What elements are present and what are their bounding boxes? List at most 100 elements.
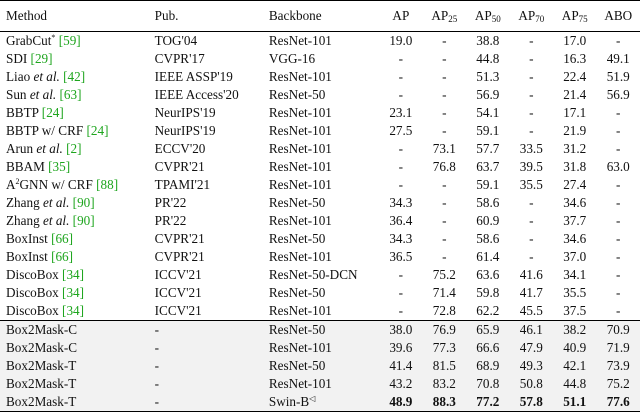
metric-cell: 35.5 xyxy=(519,177,543,192)
backbone-cell: Swin-B◁ xyxy=(265,393,380,412)
metric-cell: 34.6 xyxy=(563,231,587,246)
method-cell: BBAM [35] xyxy=(0,158,152,176)
metric-cell: 58.6 xyxy=(476,195,500,210)
metric-cell: 39.6 xyxy=(379,339,423,357)
method-name: DiscoBox xyxy=(6,303,59,318)
citation: [63] xyxy=(59,87,82,102)
metric-cell: - xyxy=(616,105,621,120)
metric-cell: - xyxy=(529,33,534,48)
backbone-cell: ResNet-101 xyxy=(268,249,332,264)
metric-cell: 62.2 xyxy=(476,303,500,318)
method-cell: Arun et al. [2] xyxy=(0,140,152,158)
citation: [66] xyxy=(51,231,74,246)
method-et-al: et al. xyxy=(43,213,70,228)
metric-cell: 57.8 xyxy=(509,393,553,412)
metric-cell: 75.2 xyxy=(432,267,456,282)
metric-cell: - xyxy=(398,87,404,102)
method-cell: BoxInst [66] xyxy=(0,248,152,266)
backbone-cell: ResNet-101 xyxy=(268,69,332,84)
metric-cell: 36.4 xyxy=(389,213,413,228)
citation: [66] xyxy=(51,249,74,264)
metric-cell: - xyxy=(398,267,404,282)
backbone-cell: ResNet-101 xyxy=(268,123,332,138)
metric-cell: - xyxy=(442,105,447,120)
metric-cell: 31.2 xyxy=(563,141,587,156)
method-cell: DiscoBox [34] xyxy=(0,284,152,302)
method-name: BoxInst xyxy=(6,249,48,264)
backbone-name: ResNet-50 xyxy=(268,322,326,337)
pub-cell: CVPR'21 xyxy=(154,249,205,264)
pub-cell: - xyxy=(151,320,266,339)
backbone-cell: ResNet-101 xyxy=(268,105,332,120)
method-cell: Box2Mask-C xyxy=(0,320,152,339)
backbone-cell: ResNet-50 xyxy=(268,195,326,210)
metric-cell: 51.9 xyxy=(606,69,630,84)
metric-cell: 73.9 xyxy=(596,357,640,375)
header-ap: AP xyxy=(392,8,410,23)
metric-cell: 75.2 xyxy=(596,375,640,393)
metric-cell: 54.1 xyxy=(476,105,500,120)
metric-cell: 56.9 xyxy=(476,87,500,102)
table-row-ours: Box2Mask-T - ResNet-50 41.4 81.5 68.9 49.3 42.1… xyxy=(0,357,640,375)
pub-cell: PR'22 xyxy=(154,213,187,228)
method-cell: Zhang et al. [90] xyxy=(0,194,152,212)
metric-cell: 63.7 xyxy=(476,159,500,174)
metric-cell: 63.0 xyxy=(606,159,630,174)
citation: [29] xyxy=(30,51,53,66)
metric-cell: 70.8 xyxy=(466,375,510,393)
metric-cell: 35.5 xyxy=(563,285,587,300)
citation: [59] xyxy=(58,33,81,48)
pub-cell: - xyxy=(151,357,266,375)
backbone-cell: ResNet-50 xyxy=(265,357,380,375)
table-row: BBTP w/ CRF [24] NeurIPS'19 ResNet-101 27.5… xyxy=(0,122,640,140)
metric-cell: - xyxy=(616,213,621,228)
pub-cell: ECCV'20 xyxy=(154,141,206,156)
citation: [34] xyxy=(62,285,85,300)
backbone-name: ResNet-101 xyxy=(268,340,332,355)
metric-cell: 34.3 xyxy=(389,195,413,210)
metric-cell: 37.5 xyxy=(563,303,587,318)
metric-cell: 44.8 xyxy=(476,51,500,66)
metric-cell: 59.1 xyxy=(476,177,500,192)
metric-cell: - xyxy=(529,123,534,138)
metric-cell: 16.3 xyxy=(563,51,587,66)
metric-cell: 43.2 xyxy=(379,375,423,393)
metric-cell: 81.5 xyxy=(422,357,467,375)
metric-cell: 34.3 xyxy=(389,231,413,246)
metric-cell: - xyxy=(529,213,534,228)
metric-cell: - xyxy=(442,231,447,246)
method-superscript: 2 xyxy=(15,177,20,186)
table-row: SDI [29] CVPR'17 VGG-16- -44.8-16.3 49.1 xyxy=(0,50,640,68)
metric-cell: 51.1 xyxy=(553,393,597,412)
citation: [42] xyxy=(63,69,86,84)
backbone-cell: ResNet-50 xyxy=(268,231,326,246)
metric-cell: - xyxy=(529,249,534,264)
method-cell: Box2Mask-C xyxy=(0,339,152,357)
metric-cell: 21.9 xyxy=(563,123,587,138)
pub-cell: IEEE Access'20 xyxy=(154,87,239,102)
metric-cell: 51.3 xyxy=(476,69,500,84)
metric-cell: - xyxy=(616,267,621,282)
method-cell: Sun et al. [63] xyxy=(0,86,152,104)
metric-cell: 19.0 xyxy=(389,33,413,48)
header-backbone: Backbone xyxy=(268,8,322,23)
pub-cell: - xyxy=(151,375,266,393)
citation: [34] xyxy=(62,303,85,318)
citation: [88] xyxy=(96,177,119,192)
method-mark: * xyxy=(51,33,56,42)
table-row: Arun et al. [2] ECCV'20 ResNet-101-73.1 57.… xyxy=(0,140,640,158)
table-row: Liao et al. [42] IEEE ASSP'19 ResNet-101- -… xyxy=(0,68,640,86)
metric-cell: 40.9 xyxy=(553,339,597,357)
pub-cell: ICCV'21 xyxy=(154,285,202,300)
header-ap70: AP70 xyxy=(518,8,545,24)
backbone-cell: ResNet-101 xyxy=(268,213,332,228)
metric-cell: 77.2 xyxy=(466,393,510,412)
header-ap25: AP25 xyxy=(431,8,458,24)
pub-cell: NeurIPS'19 xyxy=(154,105,216,120)
pub-cell: ICCV'21 xyxy=(154,303,202,318)
metric-cell: 72.8 xyxy=(432,303,456,318)
method-name: A xyxy=(6,177,16,192)
metric-cell: - xyxy=(616,33,621,48)
metric-cell: 58.6 xyxy=(476,231,500,246)
